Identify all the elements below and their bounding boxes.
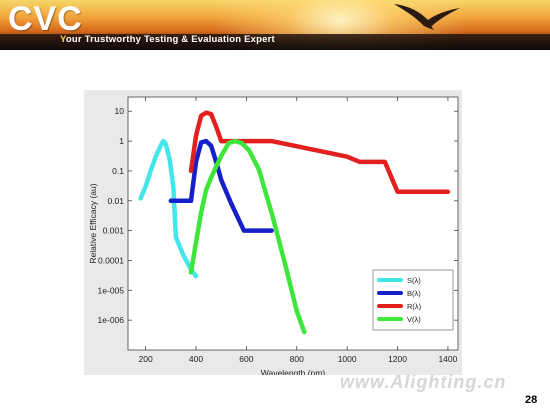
legend-label-R: R(λ) — [407, 302, 422, 311]
brand-logo: CVC — [8, 0, 83, 38]
y-tick-label: 0.0001 — [98, 255, 124, 265]
x-axis-label: Wavelength (nm) — [261, 368, 326, 375]
x-tick-label: 1200 — [388, 354, 407, 364]
y-tick-label: 1e-006 — [98, 315, 125, 325]
tagline-text: our Trustworthy Testing & Evaluation Exp… — [65, 34, 275, 45]
x-tick-label: 1000 — [338, 354, 357, 364]
x-tick-label: 600 — [239, 354, 253, 364]
y-tick-label: 0.1 — [112, 166, 124, 176]
chart-panel: 10 1 0.1 0.01 0.001 0.0001 1e-005 1e-006 200 400 6… — [84, 90, 462, 378]
legend-label-B: B(λ) — [407, 289, 421, 298]
series-line-R — [188, 110, 451, 195]
legend-label-S: S(λ) — [407, 276, 421, 285]
tagline: Your Trustworthy Testing & Evaluation Ex… — [60, 34, 275, 45]
watermark: www.Alighting.cn — [340, 372, 507, 392]
page-number: 28 — [525, 394, 538, 406]
series-line-S — [138, 138, 199, 279]
horizon-silhouette — [0, 34, 550, 50]
efficacy-chart: 10 1 0.1 0.01 0.001 0.0001 1e-005 1e-006 200 400 6… — [88, 96, 459, 378]
y-axis-label: Relative Efficacy (au) — [88, 183, 98, 263]
x-tick-label: 1400 — [438, 354, 457, 364]
y-tick-label: 1e-005 — [98, 285, 125, 295]
x-tick-label: 200 — [139, 354, 153, 364]
series-line-B — [168, 138, 274, 233]
legend-label-V: V(λ) — [407, 315, 421, 324]
series-line-V — [188, 138, 307, 335]
x-tick-label: 800 — [290, 354, 304, 364]
header-banner: CVC Your Trustworthy Testing & Evaluatio… — [0, 0, 550, 50]
y-tick-label: 0.01 — [107, 196, 124, 206]
y-tick-label: 10 — [115, 106, 125, 116]
y-tick-label: 1 — [119, 136, 124, 146]
bird-icon — [394, 4, 460, 30]
x-tick-label: 400 — [189, 354, 203, 364]
y-tick-label: 0.001 — [103, 226, 125, 236]
tagline-first-letter: Y — [60, 34, 66, 45]
